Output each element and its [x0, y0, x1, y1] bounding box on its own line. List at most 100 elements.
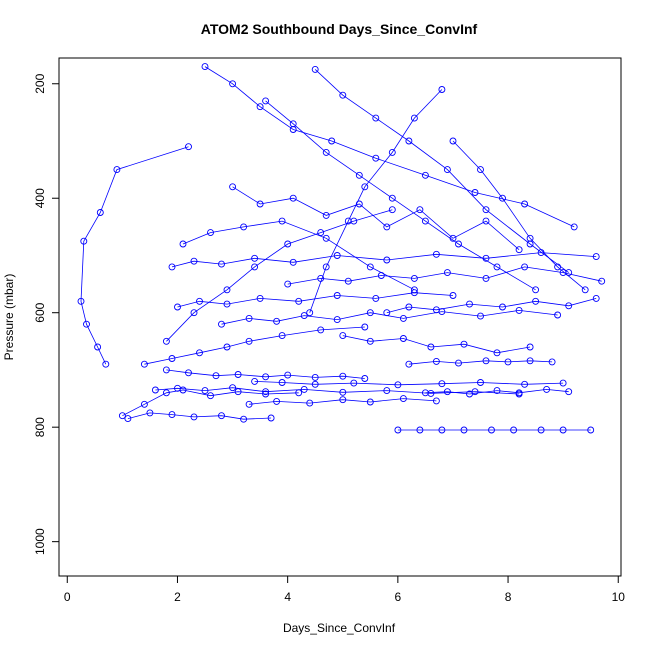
data-point	[190, 413, 198, 421]
data-point	[311, 380, 319, 388]
y-tick-label: 400	[33, 188, 47, 208]
data-point	[526, 240, 534, 248]
data-point	[443, 269, 451, 277]
series-line	[155, 387, 520, 395]
data-point	[388, 194, 396, 202]
data-point	[570, 223, 578, 231]
series-18	[162, 366, 369, 382]
data-point	[399, 395, 407, 403]
data-point	[251, 254, 259, 262]
data-point	[449, 292, 457, 299]
data-point	[278, 217, 286, 225]
data-point	[295, 297, 303, 305]
data-point	[421, 171, 429, 179]
y-axis: 200 400 600 800 1000	[33, 73, 59, 555]
series-line	[386, 298, 597, 314]
data-point	[267, 414, 275, 422]
data-point	[262, 388, 270, 396]
data-point	[229, 183, 237, 191]
data-point	[350, 217, 358, 225]
data-point	[218, 260, 225, 268]
data-point	[377, 272, 385, 279]
data-point	[179, 240, 187, 248]
data-point	[432, 397, 440, 405]
data-point	[416, 206, 424, 214]
data-point	[565, 269, 573, 277]
series-line	[265, 100, 536, 291]
data-point	[410, 289, 418, 297]
y-tick-label: 1000	[33, 528, 47, 555]
data-point	[77, 297, 85, 305]
x-tick-label: 10	[612, 590, 626, 604]
series-22	[168, 249, 600, 271]
data-point	[383, 309, 391, 317]
series-5	[162, 206, 396, 345]
data-point	[410, 274, 418, 282]
data-point	[427, 343, 435, 351]
data-point	[311, 65, 319, 73]
data-point	[471, 189, 479, 196]
data-point	[162, 337, 170, 345]
data-point	[455, 240, 462, 248]
data-point	[240, 415, 248, 423]
series-line	[166, 209, 393, 342]
series-line	[166, 369, 365, 379]
data-point	[477, 312, 484, 320]
data-point	[185, 369, 192, 377]
series-line	[80, 146, 189, 365]
data-point	[592, 294, 600, 302]
data-point	[366, 398, 374, 406]
data-point	[488, 426, 495, 434]
y-tick-label: 800	[33, 417, 47, 437]
data-point	[240, 223, 248, 231]
data-point	[212, 372, 220, 380]
data-point	[482, 274, 490, 282]
data-point	[443, 166, 451, 174]
data-point	[168, 411, 176, 419]
data-point	[532, 297, 540, 305]
data-point	[118, 412, 126, 420]
y-tick-label: 200	[33, 73, 47, 93]
data-point	[168, 263, 176, 271]
data-point	[366, 309, 374, 317]
data-point	[515, 306, 523, 314]
data-point	[598, 277, 606, 285]
data-point	[96, 209, 104, 216]
data-point	[317, 326, 325, 334]
data-point	[333, 316, 341, 324]
data-point	[306, 309, 314, 317]
data-point	[339, 388, 347, 396]
data-point	[278, 332, 286, 340]
data-point	[344, 277, 352, 285]
series-6	[251, 377, 567, 389]
series-line	[232, 186, 520, 251]
data-point	[532, 286, 540, 294]
series-line	[425, 388, 569, 395]
data-point	[438, 380, 446, 388]
data-point	[256, 103, 264, 111]
data-point	[196, 297, 203, 305]
data-point	[537, 426, 545, 434]
data-point	[284, 240, 292, 248]
data-point	[251, 377, 259, 385]
data-point	[399, 335, 407, 342]
data-point	[421, 389, 429, 397]
series-23	[262, 97, 540, 294]
data-point	[317, 274, 325, 282]
data-point	[339, 332, 347, 340]
data-point	[394, 426, 402, 434]
data-point	[510, 426, 518, 434]
series-11	[284, 263, 606, 288]
data-point	[196, 349, 203, 357]
x-tick-label: 8	[505, 590, 512, 604]
series-line	[127, 412, 272, 420]
data-point	[493, 387, 501, 395]
data-point	[223, 343, 231, 351]
data-point	[493, 263, 501, 271]
data-point	[339, 91, 347, 99]
data-point	[405, 360, 413, 368]
data-point	[162, 366, 170, 374]
data-point	[421, 217, 429, 225]
data-point	[504, 358, 512, 366]
